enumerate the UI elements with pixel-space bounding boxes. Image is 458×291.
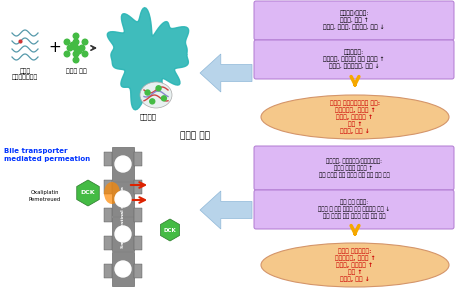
Text: 저분자 메틸셀룰로오스 기반:
생체적합성, 안정성 ↑
함유율, 대량생산 ↑
특허 ↑
부작용, 비용 ↓: 저분자 메틸셀룰로오스 기반: 생체적합성, 안정성 ↑ 함유율, 대량생산 ↑…	[330, 100, 380, 134]
Circle shape	[73, 51, 79, 57]
Text: 담즙산 유도체기반:
생체적합성, 안정성 ↑
흡수율, 대량생산 ↑
특허 ↑
부작용, 비용 ↓: 담즙산 유도체기반: 생체적합성, 안정성 ↑ 흡수율, 대량생산 ↑ 특허 ↑…	[335, 248, 375, 282]
Circle shape	[145, 90, 150, 95]
Text: 고수용성, 난용성약물/당즙산유도체:
약물의 장관막 투과율 ↑
외부 요인에 의해 흡수가 크게 영향 받지 않음: 고수용성, 난용성약물/당즙산유도체: 약물의 장관막 투과율 ↑ 외부 요인에…	[319, 158, 389, 178]
FancyBboxPatch shape	[104, 180, 112, 194]
Circle shape	[64, 51, 70, 57]
Text: Small intestinal epithelia: Small intestinal epithelia	[121, 186, 125, 248]
Circle shape	[156, 86, 161, 91]
Circle shape	[115, 191, 131, 207]
Circle shape	[73, 45, 79, 51]
FancyBboxPatch shape	[134, 152, 142, 166]
FancyBboxPatch shape	[104, 208, 112, 222]
Text: 나노입자/마이셀:
복잡성, 비용 ↑
안정성, 함유율, 대량생산, 특허 ↓: 나노입자/마이셀: 복잡성, 비용 ↑ 안정성, 함유율, 대량생산, 특허 ↓	[323, 11, 385, 30]
Circle shape	[150, 99, 155, 104]
Circle shape	[73, 57, 79, 63]
Circle shape	[73, 39, 79, 45]
Circle shape	[161, 96, 166, 101]
Circle shape	[115, 226, 131, 242]
Text: 저분자
메틸셀룰로오스: 저분자 메틸셀룰로오스	[12, 68, 38, 80]
Text: 기존 흡수 증진제:
위장관 내 다른 물질에 의해 희석되어 농도 ↓
외부 요인에 의해 흡수가 크게 영향 받음: 기존 흡수 증진제: 위장관 내 다른 물질에 의해 희석되어 농도 ↓ 외부 …	[318, 200, 390, 219]
FancyArrow shape	[200, 191, 252, 229]
FancyArrow shape	[200, 54, 252, 92]
Circle shape	[82, 51, 88, 57]
Ellipse shape	[140, 82, 172, 108]
FancyBboxPatch shape	[104, 152, 112, 166]
Circle shape	[73, 33, 79, 39]
Circle shape	[67, 45, 73, 51]
Bar	[112, 182, 134, 216]
Circle shape	[82, 39, 88, 45]
FancyBboxPatch shape	[254, 146, 454, 190]
FancyBboxPatch shape	[104, 236, 112, 250]
Circle shape	[115, 156, 131, 172]
FancyBboxPatch shape	[254, 1, 454, 40]
Text: DCK: DCK	[81, 191, 95, 196]
Circle shape	[79, 45, 85, 51]
FancyBboxPatch shape	[104, 264, 112, 278]
Circle shape	[115, 261, 131, 277]
Ellipse shape	[261, 95, 449, 139]
FancyBboxPatch shape	[134, 236, 142, 250]
Text: 제언활성제:
신경불안, 소화계통 등의 부작용 ↑
안정성, 생체적합성, 특허 ↓: 제언활성제: 신경불안, 소화계통 등의 부작용 ↑ 안정성, 생체적합성, 특…	[323, 50, 385, 69]
Polygon shape	[77, 180, 99, 206]
FancyBboxPatch shape	[134, 264, 142, 278]
Circle shape	[64, 39, 70, 45]
Bar	[112, 252, 134, 286]
Text: +: +	[49, 40, 61, 56]
Circle shape	[70, 42, 76, 48]
Circle shape	[76, 48, 82, 54]
FancyBboxPatch shape	[134, 208, 142, 222]
Ellipse shape	[104, 182, 120, 204]
FancyBboxPatch shape	[134, 180, 142, 194]
FancyBboxPatch shape	[254, 190, 454, 229]
Polygon shape	[107, 8, 189, 110]
Text: 난용성 약물: 난용성 약물	[65, 68, 87, 74]
Bar	[112, 217, 134, 251]
Text: 나노입자: 나노입자	[140, 113, 157, 120]
Polygon shape	[160, 219, 180, 241]
Bar	[112, 147, 134, 181]
FancyBboxPatch shape	[254, 40, 454, 79]
Text: DCK: DCK	[164, 228, 176, 233]
Ellipse shape	[261, 243, 449, 287]
Text: Bile transporter
mediated permeation: Bile transporter mediated permeation	[4, 148, 90, 162]
Text: 경구형 제제: 경구형 제제	[180, 132, 210, 141]
Text: Oxaliplatin
Pemetreued: Oxaliplatin Pemetreued	[29, 190, 61, 202]
